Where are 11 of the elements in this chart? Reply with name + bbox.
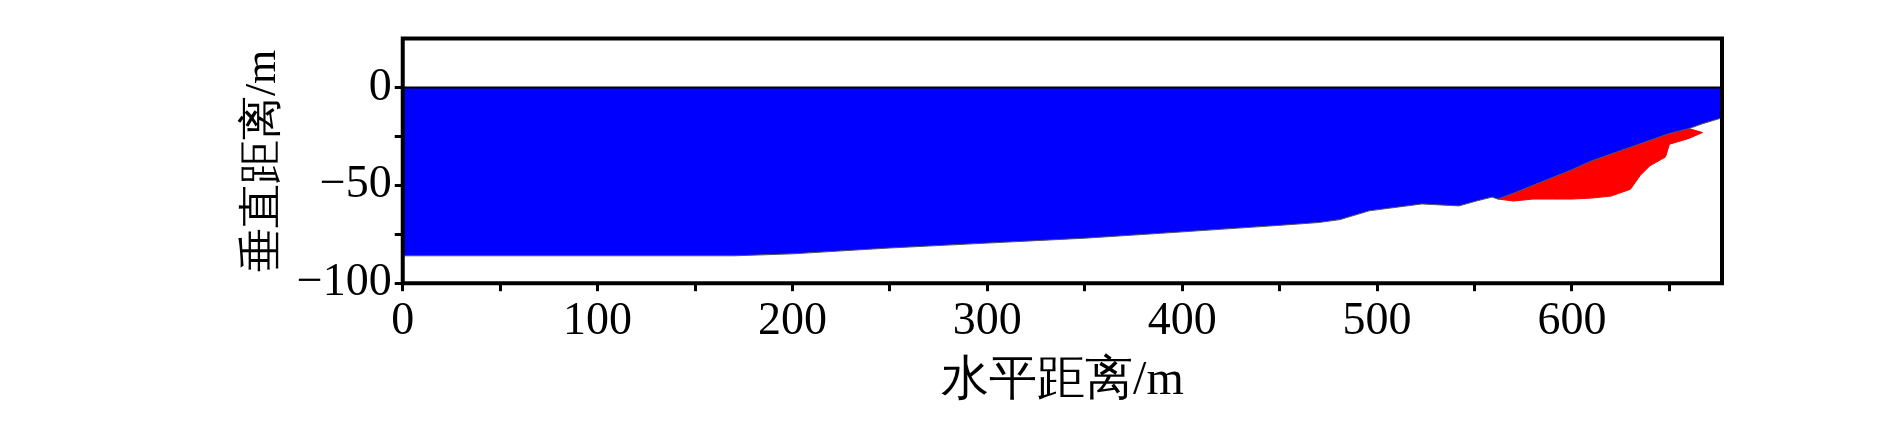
x-tick-label: 500	[1342, 292, 1412, 344]
x-tick-label: 600	[1537, 292, 1607, 344]
y-tick-label: −100	[296, 254, 392, 306]
y-axis-title: 垂直距离/m	[235, 49, 285, 273]
x-tick-label: 400	[1147, 292, 1217, 344]
x-axis-title: 水平距离/m	[941, 350, 1184, 404]
x-tick-label: 300	[952, 292, 1022, 344]
y-tick-label: −50	[319, 156, 392, 208]
x-tick-label: 100	[563, 292, 633, 344]
y-tick-label: 0	[368, 58, 392, 110]
x-tick-label: 200	[757, 292, 827, 344]
